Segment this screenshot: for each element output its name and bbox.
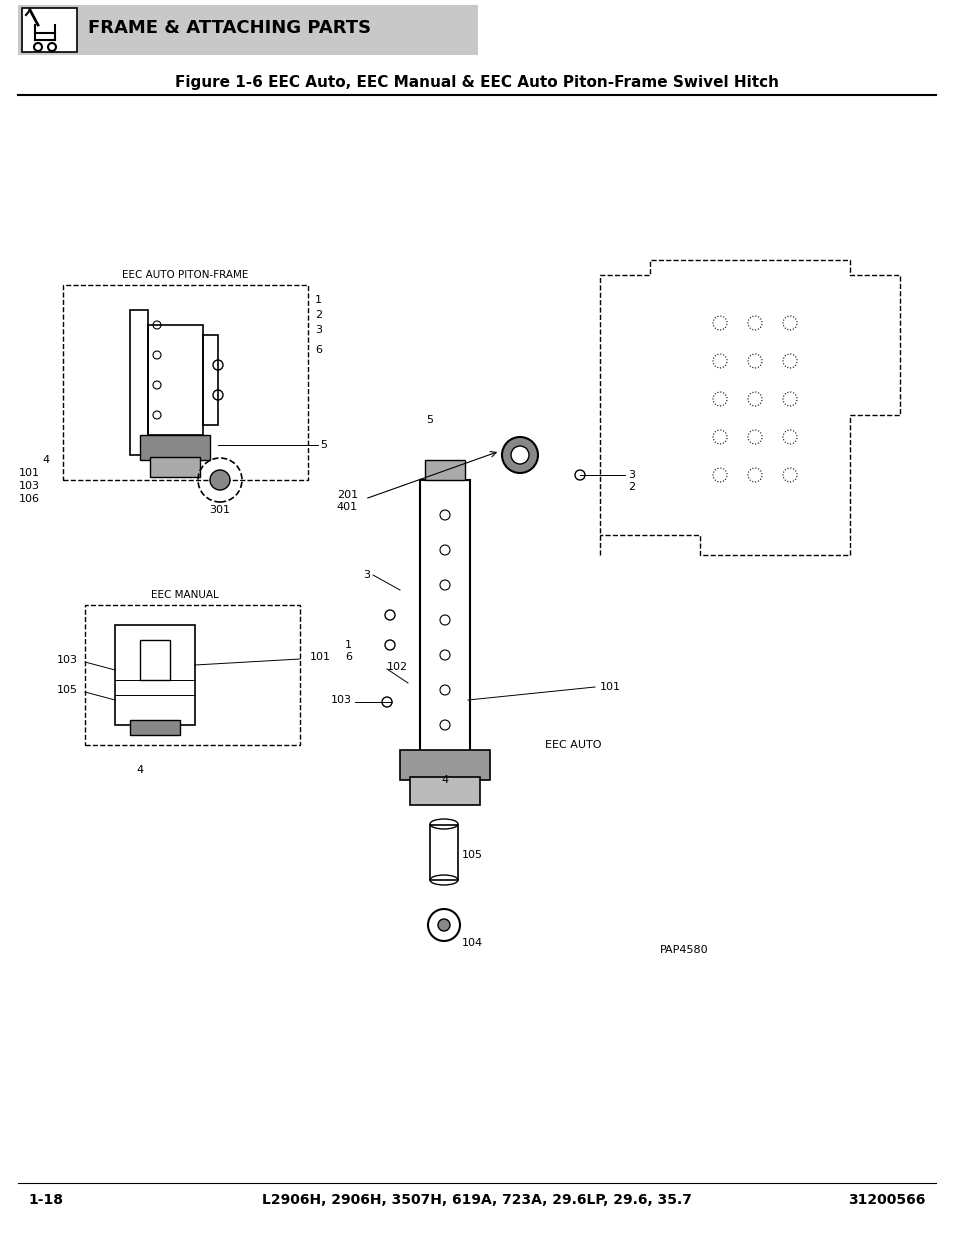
- Text: 105: 105: [461, 850, 482, 860]
- Text: Figure 1-6 EEC Auto, EEC Manual & EEC Auto Piton-Frame Swivel Hitch: Figure 1-6 EEC Auto, EEC Manual & EEC Au…: [174, 74, 779, 89]
- Bar: [399, 750, 490, 781]
- Text: 2: 2: [314, 310, 322, 320]
- Text: 31200566: 31200566: [848, 1193, 925, 1207]
- Text: 5: 5: [319, 440, 327, 450]
- Text: L2906H, 2906H, 3507H, 619A, 723A, 29.6LP, 29.6, 35.7: L2906H, 2906H, 3507H, 619A, 723A, 29.6LP…: [262, 1193, 691, 1207]
- Text: 2: 2: [627, 482, 635, 492]
- Bar: [115, 625, 194, 725]
- Bar: [140, 435, 210, 459]
- Circle shape: [501, 437, 537, 473]
- Text: FRAME & ATTACHING PARTS: FRAME & ATTACHING PARTS: [88, 19, 371, 37]
- Bar: [410, 777, 479, 805]
- Bar: [430, 825, 457, 881]
- Circle shape: [437, 919, 450, 931]
- Text: 5: 5: [426, 415, 433, 425]
- Text: 3: 3: [363, 571, 370, 580]
- Text: EEC AUTO PITON-FRAME: EEC AUTO PITON-FRAME: [122, 270, 248, 280]
- Text: 201: 201: [336, 490, 357, 500]
- Text: 4: 4: [441, 776, 448, 785]
- Text: EEC MANUAL: EEC MANUAL: [151, 590, 218, 600]
- Bar: [130, 720, 180, 735]
- Bar: [63, 285, 308, 480]
- Text: 3: 3: [627, 471, 635, 480]
- Bar: [130, 310, 148, 454]
- Text: 102: 102: [387, 662, 408, 672]
- Bar: [150, 457, 200, 477]
- Bar: [140, 640, 170, 680]
- Text: 103: 103: [57, 655, 78, 664]
- Text: 1: 1: [314, 295, 322, 305]
- Bar: [85, 605, 299, 745]
- FancyBboxPatch shape: [18, 5, 477, 56]
- Text: 4: 4: [136, 764, 143, 776]
- Text: 3: 3: [314, 325, 322, 335]
- Text: 103: 103: [19, 480, 40, 492]
- Text: 101: 101: [599, 682, 620, 692]
- Text: 101: 101: [19, 468, 40, 478]
- Bar: [424, 459, 464, 480]
- Text: 105: 105: [57, 685, 78, 695]
- Text: 401: 401: [336, 501, 357, 513]
- Bar: [203, 335, 218, 425]
- Text: 106: 106: [19, 494, 40, 504]
- Text: 1: 1: [345, 640, 352, 650]
- Bar: [22, 7, 77, 52]
- Text: 104: 104: [461, 939, 482, 948]
- Text: 301: 301: [210, 505, 231, 515]
- Text: 4: 4: [43, 454, 50, 466]
- Text: 101: 101: [310, 652, 331, 662]
- Text: 1-18: 1-18: [28, 1193, 63, 1207]
- Text: 6: 6: [314, 345, 322, 354]
- Bar: [148, 325, 203, 435]
- Text: 103: 103: [331, 695, 352, 705]
- Circle shape: [511, 446, 529, 464]
- Bar: [419, 480, 470, 755]
- Text: PAP4580: PAP4580: [659, 945, 708, 955]
- Text: EEC AUTO: EEC AUTO: [544, 740, 601, 750]
- Circle shape: [210, 471, 230, 490]
- Text: 6: 6: [345, 652, 352, 662]
